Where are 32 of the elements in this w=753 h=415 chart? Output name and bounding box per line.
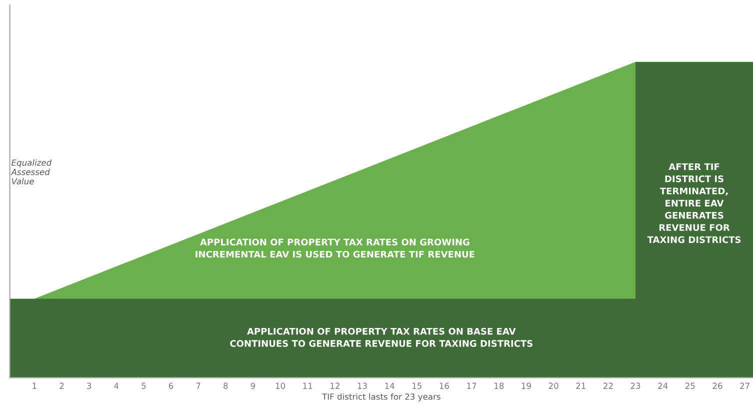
x-tick-label: 27 <box>740 382 750 389</box>
x-tick-label: 12 <box>330 382 340 389</box>
annotation: AFTER TIF DISTRICT IS TERMINATED, ENTIRE EAV GENERATES REVENUE FOR TAXING DISTRICTS <box>647 163 741 244</box>
x-tick-label: 26 <box>712 382 722 389</box>
annotation: APPLICATION OF PROPERTY TAX RATES ON BASE EAV CONTINUES TO GENERATE REVENUE FOR TAXING DISTRICTS <box>230 328 532 347</box>
x-tick-label: 18 <box>494 382 504 389</box>
x-tick-label: 19 <box>522 382 531 389</box>
x-tick-label: 25 <box>685 382 695 389</box>
x-tick-label: 3 <box>87 382 92 389</box>
annotation: APPLICATION OF PROPERTY TAX RATES ON GROWING INCREMENTAL EAV IS USED TO GENERATE TIF REVENUE <box>196 238 474 258</box>
x-tick-label: 24 <box>658 382 668 389</box>
x-tick-label: 17 <box>467 382 476 389</box>
x-tick-label: 8 <box>224 382 228 389</box>
y-axis-title: Equalized Assessed Value <box>10 159 52 184</box>
x-tick-label: 16 <box>440 382 450 389</box>
x-tick-label: 14 <box>385 382 394 389</box>
x-tick-label: 2 <box>60 382 64 389</box>
x-tick-label: 1 <box>32 382 36 389</box>
x-tick-label: 10 <box>276 382 286 389</box>
x-tick-label: 21 <box>576 382 586 389</box>
x-tick-label: 9 <box>250 382 256 389</box>
x-tick-label: 6 <box>168 382 174 389</box>
x-tick-label: 5 <box>142 382 146 389</box>
x-tick-label: 15 <box>412 382 422 389</box>
x-tick-label: 22 <box>603 382 613 389</box>
x-tick-label: 4 <box>114 382 119 389</box>
x-tick-label: 13 <box>358 382 367 389</box>
x-tick-label: 23 <box>630 382 640 389</box>
x-tick-label: 7 <box>196 382 200 389</box>
x-tick-label: 11 <box>303 382 312 389</box>
x-tick-label: 20 <box>548 382 558 389</box>
x-axis-title: TIF district lasts for 23 years <box>322 393 440 402</box>
